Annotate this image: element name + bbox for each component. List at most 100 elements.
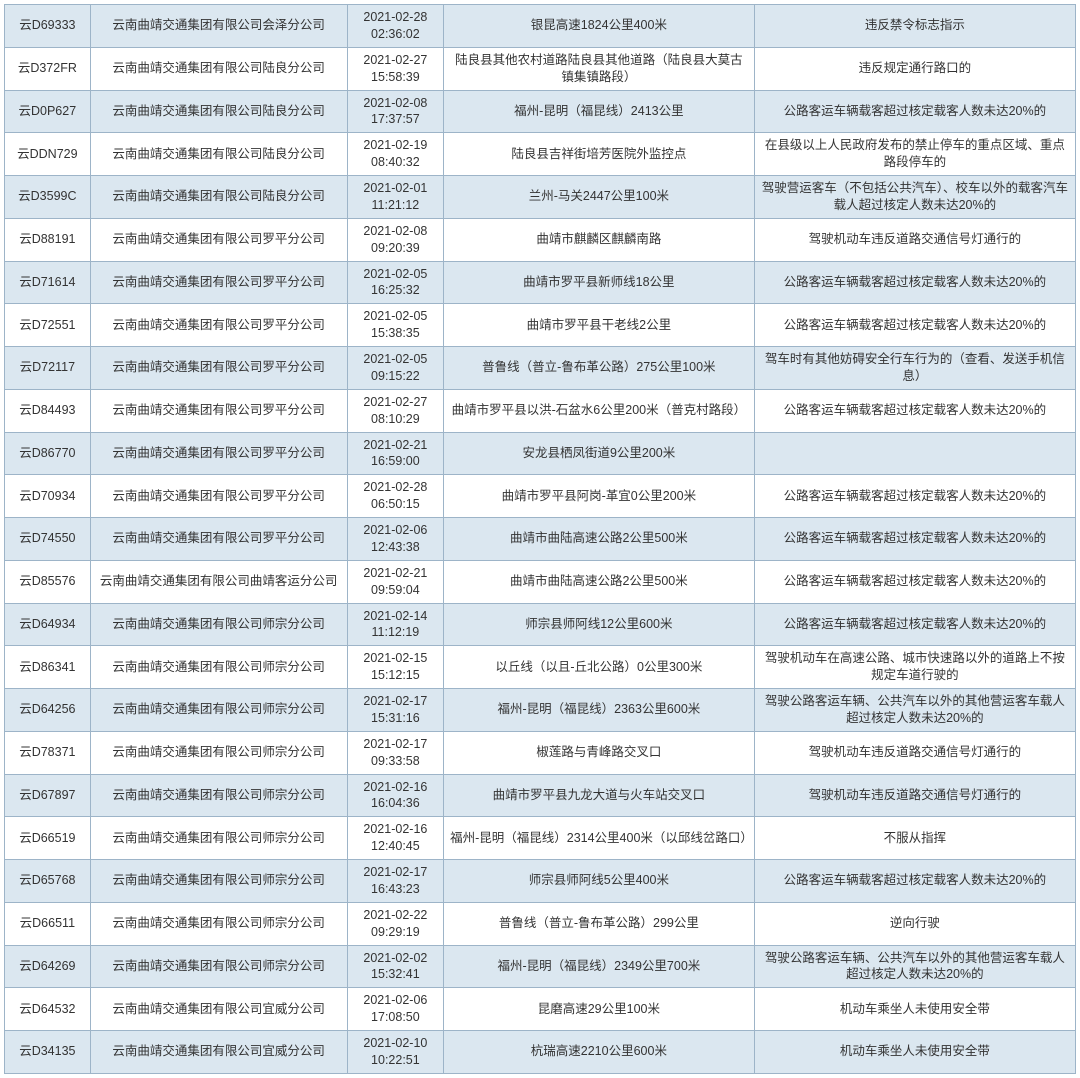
cell-plate: 云D64934 bbox=[5, 603, 91, 646]
cell-violation: 机动车乘坐人未使用安全带 bbox=[754, 988, 1075, 1031]
cell-plate: 云D69333 bbox=[5, 5, 91, 48]
cell-location: 师宗县师阿线5公里400米 bbox=[444, 860, 755, 903]
table-row: 云D64934云南曲靖交通集团有限公司师宗分公司2021-02-1411:12:… bbox=[5, 603, 1076, 646]
cell-location: 以丘线（以且-丘北公路）0公里300米 bbox=[444, 646, 755, 689]
cell-company: 云南曲靖交通集团有限公司罗平分公司 bbox=[90, 347, 347, 390]
cell-company: 云南曲靖交通集团有限公司罗平分公司 bbox=[90, 518, 347, 561]
cell-plate: 云D66511 bbox=[5, 902, 91, 945]
cell-company: 云南曲靖交通集团有限公司陆良分公司 bbox=[90, 47, 347, 90]
cell-time: 2021-02-0509:15:22 bbox=[347, 347, 443, 390]
cell-company: 云南曲靖交通集团有限公司罗平分公司 bbox=[90, 432, 347, 475]
cell-time: 2021-02-2116:59:00 bbox=[347, 432, 443, 475]
cell-time: 2021-02-0516:25:32 bbox=[347, 261, 443, 304]
cell-company: 云南曲靖交通集团有限公司罗平分公司 bbox=[90, 261, 347, 304]
table-row: 云D72551云南曲靖交通集团有限公司罗平分公司2021-02-0515:38:… bbox=[5, 304, 1076, 347]
cell-time: 2021-02-1908:40:32 bbox=[347, 133, 443, 176]
cell-location: 银昆高速1824公里400米 bbox=[444, 5, 755, 48]
cell-company: 云南曲靖交通集团有限公司师宗分公司 bbox=[90, 817, 347, 860]
cell-time: 2021-02-2802:36:02 bbox=[347, 5, 443, 48]
table-row: 云D66519云南曲靖交通集团有限公司师宗分公司2021-02-1612:40:… bbox=[5, 817, 1076, 860]
cell-violation: 驾驶机动车违反道路交通信号灯通行的 bbox=[754, 731, 1075, 774]
cell-violation: 驾车时有其他妨碍安全行车行为的（查看、发送手机信息） bbox=[754, 347, 1075, 390]
cell-time: 2021-02-0809:20:39 bbox=[347, 218, 443, 261]
cell-company: 云南曲靖交通集团有限公司师宗分公司 bbox=[90, 860, 347, 903]
cell-time: 2021-02-0617:08:50 bbox=[347, 988, 443, 1031]
cell-location: 普鲁线（普立-鲁布革公路）299公里 bbox=[444, 902, 755, 945]
cell-plate: 云D34135 bbox=[5, 1031, 91, 1074]
cell-time: 2021-02-0215:32:41 bbox=[347, 945, 443, 988]
cell-location: 陆良县吉祥街培芳医院外监控点 bbox=[444, 133, 755, 176]
cell-time: 2021-02-1616:04:36 bbox=[347, 774, 443, 817]
table-row: 云D0P627云南曲靖交通集团有限公司陆良分公司2021-02-0817:37:… bbox=[5, 90, 1076, 133]
cell-location: 曲靖市曲陆高速公路2公里500米 bbox=[444, 560, 755, 603]
cell-location: 陆良县其他农村道路陆良县其他道路（陆良县大莫古镇集镇路段） bbox=[444, 47, 755, 90]
cell-violation: 在县级以上人民政府发布的禁止停车的重点区域、重点路段停车的 bbox=[754, 133, 1075, 176]
cell-location: 曲靖市麒麟区麒麟南路 bbox=[444, 218, 755, 261]
cell-time: 2021-02-1411:12:19 bbox=[347, 603, 443, 646]
table-row: 云D64532云南曲靖交通集团有限公司宜威分公司2021-02-0617:08:… bbox=[5, 988, 1076, 1031]
cell-plate: 云D64532 bbox=[5, 988, 91, 1031]
cell-time: 2021-02-0111:21:12 bbox=[347, 176, 443, 219]
cell-company: 云南曲靖交通集团有限公司宜威分公司 bbox=[90, 988, 347, 1031]
cell-plate: 云D72117 bbox=[5, 347, 91, 390]
cell-violation: 驾驶公路客运车辆、公共汽车以外的其他营运客车载人超过核定人数未达20%的 bbox=[754, 945, 1075, 988]
cell-time: 2021-02-0817:37:57 bbox=[347, 90, 443, 133]
cell-location: 曲靖市罗平县新师线18公里 bbox=[444, 261, 755, 304]
cell-plate: 云D64269 bbox=[5, 945, 91, 988]
cell-plate: 云D71614 bbox=[5, 261, 91, 304]
cell-company: 云南曲靖交通集团有限公司罗平分公司 bbox=[90, 389, 347, 432]
cell-location: 师宗县师阿线12公里600米 bbox=[444, 603, 755, 646]
cell-plate: 云D78371 bbox=[5, 731, 91, 774]
cell-violation: 公路客运车辆载客超过核定载客人数未达20%的 bbox=[754, 475, 1075, 518]
cell-location: 安龙县栖凤街道9公里200米 bbox=[444, 432, 755, 475]
cell-violation: 机动车乘坐人未使用安全带 bbox=[754, 1031, 1075, 1074]
cell-location: 福州-昆明（福昆线）2314公里400米（以邱线岔路口） bbox=[444, 817, 755, 860]
cell-time: 2021-02-0612:43:38 bbox=[347, 518, 443, 561]
table-row: 云D3599C云南曲靖交通集团有限公司陆良分公司2021-02-0111:21:… bbox=[5, 176, 1076, 219]
table-row: 云D69333云南曲靖交通集团有限公司会泽分公司2021-02-2802:36:… bbox=[5, 5, 1076, 48]
cell-company: 云南曲靖交通集团有限公司师宗分公司 bbox=[90, 902, 347, 945]
cell-violation bbox=[754, 432, 1075, 475]
cell-violation: 驾驶机动车在高速公路、城市快速路以外的道路上不按规定车道行驶的 bbox=[754, 646, 1075, 689]
table-row: 云D88191云南曲靖交通集团有限公司罗平分公司2021-02-0809:20:… bbox=[5, 218, 1076, 261]
table-row: 云D78371云南曲靖交通集团有限公司师宗分公司2021-02-1709:33:… bbox=[5, 731, 1076, 774]
cell-company: 云南曲靖交通集团有限公司师宗分公司 bbox=[90, 646, 347, 689]
cell-plate: 云D3599C bbox=[5, 176, 91, 219]
cell-location: 曲靖市罗平县以洪-石盆水6公里200米（普克村路段） bbox=[444, 389, 755, 432]
cell-plate: 云D67897 bbox=[5, 774, 91, 817]
cell-plate: 云D65768 bbox=[5, 860, 91, 903]
cell-location: 福州-昆明（福昆线）2349公里700米 bbox=[444, 945, 755, 988]
cell-company: 云南曲靖交通集团有限公司师宗分公司 bbox=[90, 774, 347, 817]
cell-company: 云南曲靖交通集团有限公司师宗分公司 bbox=[90, 945, 347, 988]
cell-plate: 云D0P627 bbox=[5, 90, 91, 133]
cell-violation: 驾驶营运客车（不包括公共汽车）、校车以外的载客汽车载人超过核定人数未达20%的 bbox=[754, 176, 1075, 219]
cell-plate: 云D88191 bbox=[5, 218, 91, 261]
cell-violation: 公路客运车辆载客超过核定载客人数未达20%的 bbox=[754, 603, 1075, 646]
cell-plate: 云D86341 bbox=[5, 646, 91, 689]
cell-plate: 云D372FR bbox=[5, 47, 91, 90]
cell-location: 福州-昆明（福昆线）2413公里 bbox=[444, 90, 755, 133]
cell-plate: 云D86770 bbox=[5, 432, 91, 475]
cell-time: 2021-02-1612:40:45 bbox=[347, 817, 443, 860]
cell-location: 昆磨高速29公里100米 bbox=[444, 988, 755, 1031]
cell-location: 曲靖市曲陆高速公路2公里500米 bbox=[444, 518, 755, 561]
table-row: 云D66511云南曲靖交通集团有限公司师宗分公司2021-02-2209:29:… bbox=[5, 902, 1076, 945]
cell-company: 云南曲靖交通集团有限公司师宗分公司 bbox=[90, 689, 347, 732]
cell-plate: 云D84493 bbox=[5, 389, 91, 432]
cell-violation: 逆向行驶 bbox=[754, 902, 1075, 945]
cell-plate: 云D72551 bbox=[5, 304, 91, 347]
table-row: 云D67897云南曲靖交通集团有限公司师宗分公司2021-02-1616:04:… bbox=[5, 774, 1076, 817]
violations-table: 云D69333云南曲靖交通集团有限公司会泽分公司2021-02-2802:36:… bbox=[4, 4, 1076, 1074]
cell-plate: 云D64256 bbox=[5, 689, 91, 732]
table-body: 云D69333云南曲靖交通集团有限公司会泽分公司2021-02-2802:36:… bbox=[5, 5, 1076, 1074]
cell-plate: 云DDN729 bbox=[5, 133, 91, 176]
table-row: 云D372FR云南曲靖交通集团有限公司陆良分公司2021-02-2715:58:… bbox=[5, 47, 1076, 90]
table-row: 云D34135云南曲靖交通集团有限公司宜威分公司2021-02-1010:22:… bbox=[5, 1031, 1076, 1074]
cell-plate: 云D70934 bbox=[5, 475, 91, 518]
cell-time: 2021-02-1716:43:23 bbox=[347, 860, 443, 903]
cell-violation: 公路客运车辆载客超过核定载客人数未达20%的 bbox=[754, 90, 1075, 133]
cell-violation: 公路客运车辆载客超过核定载客人数未达20%的 bbox=[754, 860, 1075, 903]
cell-company: 云南曲靖交通集团有限公司罗平分公司 bbox=[90, 304, 347, 347]
cell-company: 云南曲靖交通集团有限公司会泽分公司 bbox=[90, 5, 347, 48]
cell-violation: 公路客运车辆载客超过核定载客人数未达20%的 bbox=[754, 518, 1075, 561]
